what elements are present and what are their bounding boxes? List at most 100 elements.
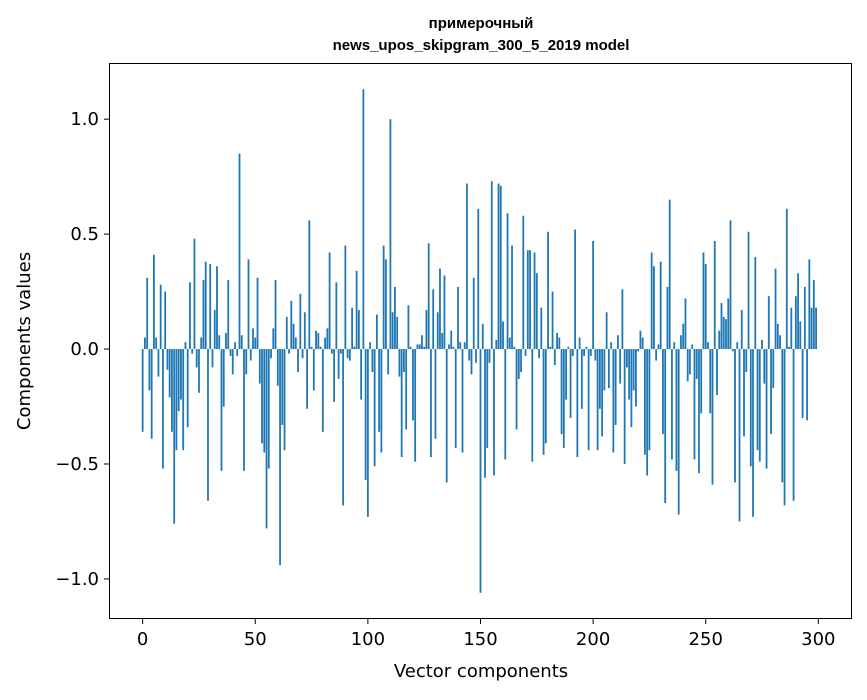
bar-196 xyxy=(583,349,585,356)
bar-60 xyxy=(276,349,279,386)
bar-1 xyxy=(144,337,146,350)
bar-192 xyxy=(574,229,576,350)
bar-204 xyxy=(601,349,604,437)
bar-174 xyxy=(533,252,536,350)
bar-94 xyxy=(353,346,356,350)
bar-141 xyxy=(459,342,462,350)
bar-65 xyxy=(288,349,290,354)
bar-292 xyxy=(799,321,802,350)
bar-276 xyxy=(763,349,766,384)
bar-209 xyxy=(612,349,615,453)
bar-259 xyxy=(725,319,727,350)
bar-51 xyxy=(256,277,259,350)
bar-190 xyxy=(569,349,572,419)
bar-110 xyxy=(389,119,392,350)
bar-213 xyxy=(621,289,624,350)
bar-275 xyxy=(761,339,763,350)
bar-272 xyxy=(754,257,757,350)
y-tick-label: −0.5 xyxy=(55,454,99,475)
bar-122 xyxy=(416,344,419,350)
bar-289 xyxy=(792,349,795,501)
bar-57 xyxy=(270,349,272,359)
bar-98 xyxy=(362,89,365,350)
bar-163 xyxy=(508,337,511,350)
bar-33 xyxy=(216,266,218,350)
bar-219 xyxy=(635,349,637,407)
bar-239 xyxy=(680,335,682,350)
bar-45 xyxy=(243,349,245,471)
bar-11 xyxy=(166,349,169,370)
bar-42 xyxy=(236,349,239,356)
bar-9 xyxy=(162,349,164,469)
bar-36 xyxy=(222,349,225,407)
bar-188 xyxy=(565,349,567,400)
bar-66 xyxy=(290,300,293,350)
bar-64 xyxy=(285,316,288,350)
bar-128 xyxy=(430,349,432,458)
bar-297 xyxy=(810,307,813,350)
bar-299 xyxy=(815,307,817,350)
bar-185 xyxy=(558,337,561,350)
bar-161 xyxy=(504,349,507,460)
bar-96 xyxy=(357,309,360,350)
bar-279 xyxy=(770,349,772,435)
bar-156 xyxy=(493,349,495,476)
bar-13 xyxy=(171,349,173,432)
bar-53 xyxy=(261,349,263,444)
bar-270 xyxy=(749,349,752,467)
bar-217 xyxy=(630,349,633,428)
bar-116 xyxy=(403,349,405,373)
bar-47 xyxy=(247,259,250,350)
bar-222 xyxy=(641,337,644,350)
bar-194 xyxy=(578,337,581,350)
bar-59 xyxy=(274,280,277,350)
bar-35 xyxy=(220,349,223,471)
bar-235 xyxy=(671,349,673,460)
bar-280 xyxy=(772,349,775,389)
bar-282 xyxy=(776,323,779,350)
bar-14 xyxy=(173,349,176,524)
bar-103 xyxy=(373,349,376,467)
bar-178 xyxy=(542,349,545,455)
bar-104 xyxy=(375,314,378,350)
bar-198 xyxy=(587,349,590,451)
bar-127 xyxy=(427,243,430,350)
bar-255 xyxy=(716,349,718,396)
bar-257 xyxy=(720,303,723,350)
bar-27 xyxy=(202,280,205,350)
bar-230 xyxy=(659,261,662,350)
bar-186 xyxy=(560,349,563,435)
x-tick-label: 300 xyxy=(801,629,835,650)
bar-274 xyxy=(758,349,761,462)
y-axis-label: Components values xyxy=(14,252,35,430)
bar-173 xyxy=(531,349,534,462)
bar-126 xyxy=(425,309,428,350)
bar-266 xyxy=(740,309,743,350)
bar-140 xyxy=(457,286,459,350)
bar-134 xyxy=(443,275,446,350)
y-tick-label: −1.0 xyxy=(55,569,99,590)
bar-3 xyxy=(148,349,151,391)
bar-114 xyxy=(398,349,401,377)
bar-294 xyxy=(803,286,806,350)
bar-160 xyxy=(502,321,504,350)
bar-296 xyxy=(808,259,811,350)
bar-184 xyxy=(556,332,558,350)
bar-137 xyxy=(450,330,453,350)
bar-240 xyxy=(682,323,685,350)
bar-111 xyxy=(391,312,394,350)
bar-232 xyxy=(664,349,667,504)
bar-215 xyxy=(626,349,628,368)
bar-43 xyxy=(238,153,241,350)
bar-271 xyxy=(752,349,754,517)
bar-158 xyxy=(497,183,500,350)
x-tick-label: 100 xyxy=(351,629,385,650)
bar-37 xyxy=(225,332,227,350)
bar-131 xyxy=(436,312,439,350)
bar-41 xyxy=(234,342,236,350)
bar-71 xyxy=(301,349,304,359)
x-tick-label: 0 xyxy=(137,629,148,650)
bar-146 xyxy=(470,349,473,375)
